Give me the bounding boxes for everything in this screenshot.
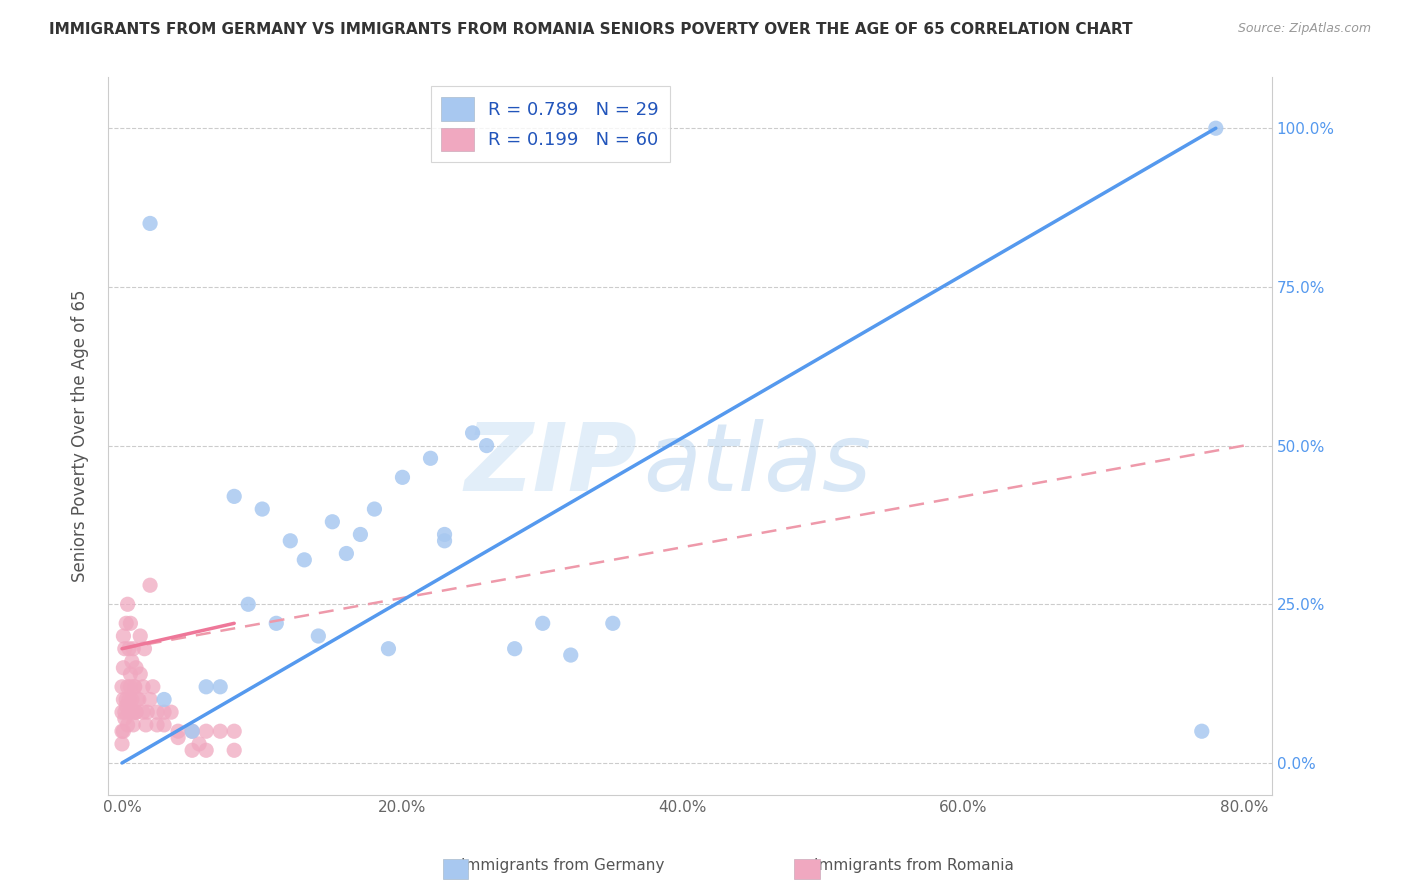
Point bbox=[146, 705, 169, 719]
Point bbox=[117, 597, 139, 611]
Point bbox=[118, 692, 141, 706]
Point bbox=[602, 616, 624, 631]
Point bbox=[115, 616, 138, 631]
Point bbox=[134, 641, 156, 656]
Point bbox=[121, 692, 143, 706]
Point bbox=[224, 743, 246, 757]
Point bbox=[121, 654, 143, 668]
Point bbox=[363, 502, 385, 516]
Point bbox=[115, 692, 138, 706]
Point bbox=[153, 718, 176, 732]
Point bbox=[433, 527, 456, 541]
Point bbox=[307, 629, 329, 643]
Point bbox=[114, 705, 136, 719]
Point bbox=[264, 616, 287, 631]
Point bbox=[114, 712, 136, 726]
Point bbox=[167, 724, 190, 739]
Point bbox=[139, 216, 162, 230]
Point bbox=[181, 743, 204, 757]
Point bbox=[560, 648, 582, 662]
Point bbox=[111, 705, 134, 719]
Point bbox=[120, 680, 142, 694]
Point bbox=[224, 489, 246, 503]
Point bbox=[112, 661, 135, 675]
Point bbox=[195, 680, 218, 694]
Text: atlas: atlas bbox=[644, 419, 872, 510]
Point bbox=[238, 597, 260, 611]
Point bbox=[1205, 121, 1227, 136]
Point bbox=[122, 705, 145, 719]
Text: ZIP: ZIP bbox=[465, 418, 637, 511]
Point bbox=[278, 533, 301, 548]
Point bbox=[335, 547, 357, 561]
Point bbox=[120, 667, 142, 681]
Point bbox=[124, 680, 146, 694]
Point bbox=[122, 641, 145, 656]
Point bbox=[224, 724, 246, 739]
Point bbox=[153, 705, 176, 719]
Legend: R = 0.789   N = 29, R = 0.199   N = 60: R = 0.789 N = 29, R = 0.199 N = 60 bbox=[430, 87, 669, 161]
Point bbox=[209, 680, 232, 694]
Point bbox=[1191, 724, 1213, 739]
Point bbox=[391, 470, 413, 484]
Point bbox=[125, 661, 148, 675]
Point bbox=[167, 731, 190, 745]
Point bbox=[209, 724, 232, 739]
Point bbox=[112, 629, 135, 643]
Point bbox=[125, 705, 148, 719]
Point bbox=[111, 680, 134, 694]
Point bbox=[114, 641, 136, 656]
Point bbox=[136, 705, 159, 719]
Point bbox=[377, 641, 399, 656]
Point bbox=[139, 578, 162, 592]
Point bbox=[292, 553, 315, 567]
Point bbox=[129, 667, 152, 681]
Point bbox=[252, 502, 274, 516]
Point bbox=[188, 737, 211, 751]
Point bbox=[124, 680, 146, 694]
Text: Immigrants from Germany: Immigrants from Germany bbox=[461, 858, 664, 872]
Point bbox=[132, 680, 155, 694]
Point bbox=[111, 737, 134, 751]
Point bbox=[181, 724, 204, 739]
Point bbox=[115, 698, 138, 713]
Point bbox=[125, 705, 148, 719]
Point bbox=[153, 692, 176, 706]
Point bbox=[120, 616, 142, 631]
Point bbox=[122, 718, 145, 732]
Point bbox=[128, 692, 150, 706]
Point bbox=[349, 527, 371, 541]
Point bbox=[129, 629, 152, 643]
Point bbox=[321, 515, 343, 529]
Point bbox=[118, 641, 141, 656]
Point bbox=[118, 705, 141, 719]
Point bbox=[135, 718, 157, 732]
Point bbox=[132, 705, 155, 719]
Y-axis label: Seniors Poverty Over the Age of 65: Seniors Poverty Over the Age of 65 bbox=[72, 290, 89, 582]
Point bbox=[181, 724, 204, 739]
Point bbox=[117, 718, 139, 732]
Text: Immigrants from Romania: Immigrants from Romania bbox=[814, 858, 1014, 872]
Point bbox=[146, 718, 169, 732]
Text: Source: ZipAtlas.com: Source: ZipAtlas.com bbox=[1237, 22, 1371, 36]
Point bbox=[461, 425, 484, 440]
Text: IMMIGRANTS FROM GERMANY VS IMMIGRANTS FROM ROMANIA SENIORS POVERTY OVER THE AGE : IMMIGRANTS FROM GERMANY VS IMMIGRANTS FR… bbox=[49, 22, 1133, 37]
Point bbox=[127, 692, 149, 706]
Point bbox=[112, 724, 135, 739]
Point bbox=[195, 743, 218, 757]
Point bbox=[160, 705, 183, 719]
Point bbox=[139, 692, 162, 706]
Point bbox=[419, 451, 441, 466]
Point bbox=[503, 641, 526, 656]
Point bbox=[117, 680, 139, 694]
Point bbox=[531, 616, 554, 631]
Point bbox=[433, 533, 456, 548]
Point bbox=[111, 724, 134, 739]
Point bbox=[475, 439, 498, 453]
Point bbox=[112, 692, 135, 706]
Point bbox=[195, 724, 218, 739]
Point bbox=[142, 680, 165, 694]
